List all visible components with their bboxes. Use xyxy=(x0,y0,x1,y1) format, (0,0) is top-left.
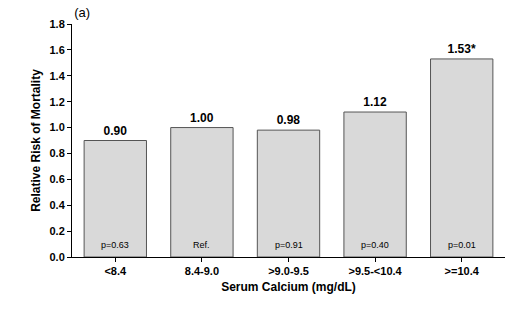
svg-text:Serum Calcium (mg/dL): Serum Calcium (mg/dL) xyxy=(221,280,356,294)
svg-text:0.8: 0.8 xyxy=(50,147,65,159)
svg-text:>9.5-<10.4: >9.5-<10.4 xyxy=(348,265,402,277)
svg-text:0.90: 0.90 xyxy=(103,124,127,138)
svg-text:0.6: 0.6 xyxy=(50,173,65,185)
svg-text:p=0.63: p=0.63 xyxy=(101,240,129,250)
svg-text:(a): (a) xyxy=(74,5,90,20)
svg-text:0.98: 0.98 xyxy=(277,113,301,127)
svg-text:1.2: 1.2 xyxy=(50,96,65,108)
svg-text:1.0: 1.0 xyxy=(50,121,65,133)
svg-text:Ref.: Ref. xyxy=(193,240,210,250)
svg-text:Relative Risk of Mortality: Relative Risk of Mortality xyxy=(29,69,43,212)
svg-text:1.8: 1.8 xyxy=(50,18,65,30)
svg-text:1.00: 1.00 xyxy=(190,111,214,125)
svg-text:1.12: 1.12 xyxy=(363,95,387,109)
svg-text:1.53*: 1.53* xyxy=(448,42,476,56)
svg-text:1.4: 1.4 xyxy=(50,70,66,82)
svg-text:p=0.01: p=0.01 xyxy=(448,240,476,250)
svg-text:1.6: 1.6 xyxy=(50,44,65,56)
svg-text:>9.0-9.5: >9.0-9.5 xyxy=(268,265,309,277)
svg-text:8.4-9.0: 8.4-9.0 xyxy=(185,265,219,277)
svg-text:p=0.91: p=0.91 xyxy=(275,240,303,250)
svg-text:0.0: 0.0 xyxy=(50,251,65,263)
svg-text:>=10.4: >=10.4 xyxy=(445,265,480,277)
svg-text:<8.4: <8.4 xyxy=(104,265,127,277)
svg-text:0.2: 0.2 xyxy=(50,225,65,237)
svg-text:p=0.40: p=0.40 xyxy=(361,240,389,250)
svg-text:0.4: 0.4 xyxy=(50,199,66,211)
